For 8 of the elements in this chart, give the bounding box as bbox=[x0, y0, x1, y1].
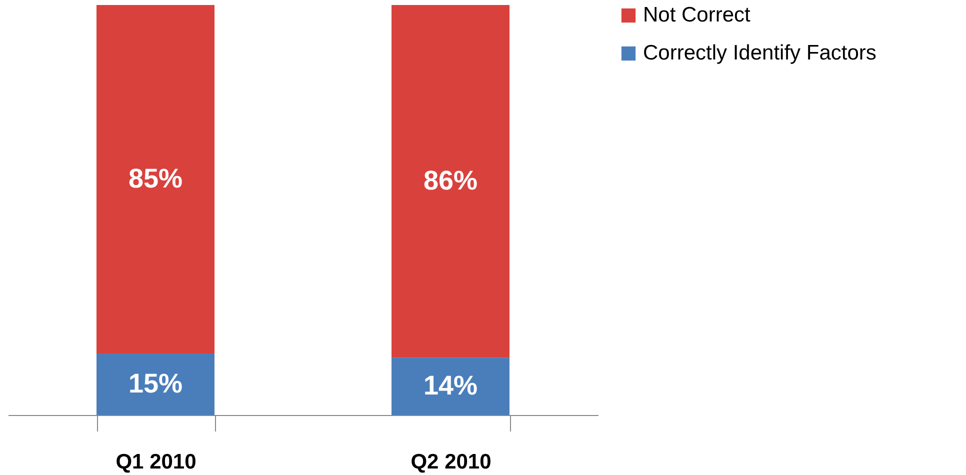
data-label: 15% bbox=[128, 368, 183, 398]
legend-label: Not Correct bbox=[643, 4, 751, 26]
x-tick-label: Q2 2010 bbox=[410, 450, 492, 474]
data-label: 85% bbox=[128, 163, 183, 194]
data-label: 86% bbox=[423, 165, 478, 196]
legend-label: Correctly Identify Factors bbox=[643, 42, 876, 64]
x-tick-label: Q1 2010 bbox=[116, 450, 196, 474]
data-label: 14% bbox=[423, 370, 478, 400]
